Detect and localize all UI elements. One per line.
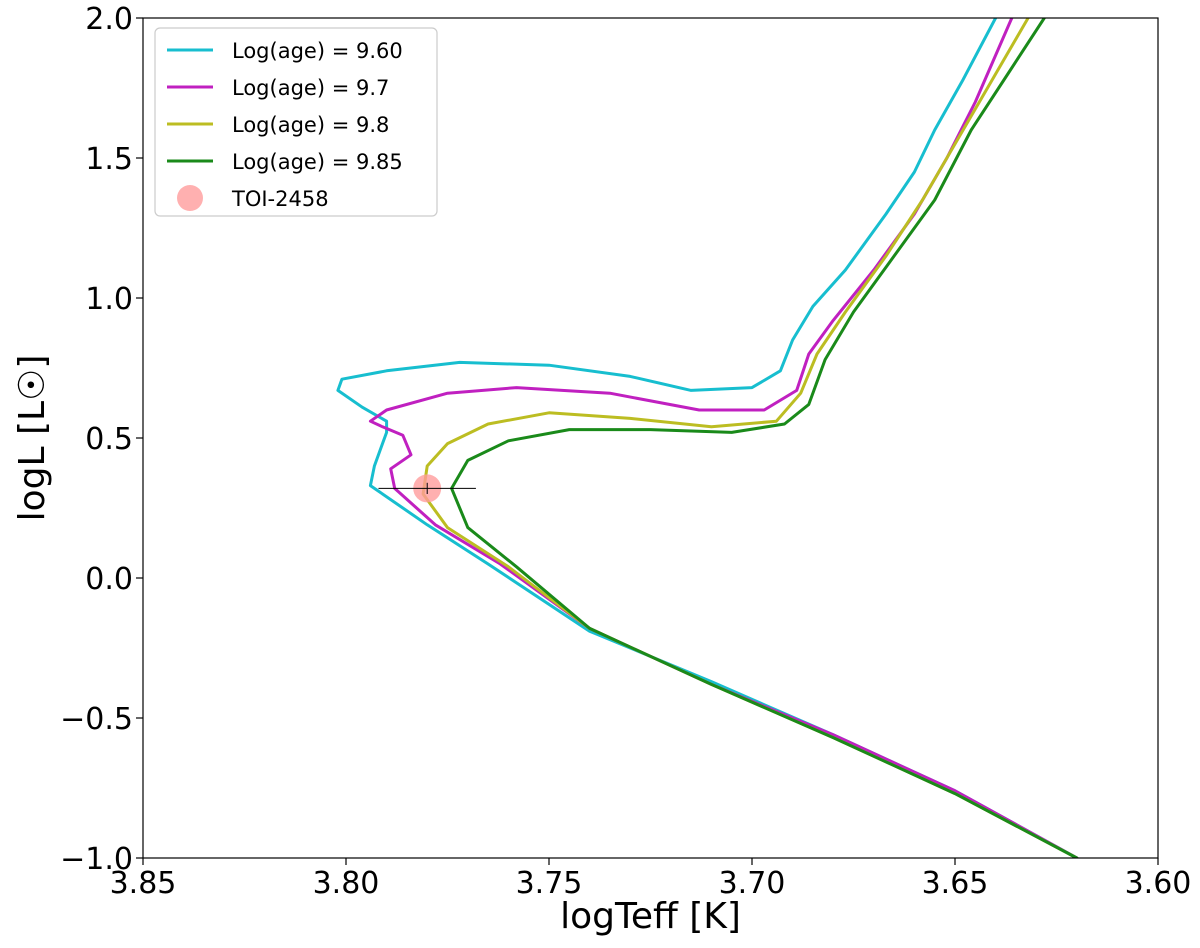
legend-swatch-toi-2458	[177, 185, 203, 211]
legend-box	[154, 27, 438, 217]
y-axis-title: logL [L☉]	[12, 355, 53, 522]
y-tick-label: 1.0	[85, 282, 133, 317]
series-line-1	[336, 18, 1079, 858]
ticks-layer: 3.85 3.80 3.75 3.70 3.65 3.60 2.0 1.5 1.0 0.5 0.0 −…	[60, 2, 1191, 901]
y-tick-label: −1.0	[60, 842, 133, 877]
legend-label-2: Log(age) = 9.7	[232, 76, 389, 100]
y-tick-label: −0.5	[60, 702, 133, 737]
x-tick-label: 3.85	[110, 866, 177, 901]
series-layer	[336, 18, 1079, 858]
x-axis-title: logTeff [K]	[560, 896, 741, 937]
legend: Log(age) = 9.60 Log(age) = 9.7 Log(age) = …	[154, 27, 438, 217]
x-tick-label: 3.65	[922, 866, 989, 901]
y-tick-label: 1.5	[85, 142, 133, 177]
y-tick-label: 0.0	[85, 562, 133, 597]
marker-layer	[378, 474, 476, 503]
x-tick-label: 3.70	[719, 866, 786, 901]
legend-label-1: Log(age) = 9.60	[232, 39, 403, 63]
series-line-2	[368, 18, 1079, 858]
x-tick-label: 3.75	[516, 866, 583, 901]
y-tick-label: 0.5	[85, 422, 133, 457]
series-line-4	[450, 18, 1079, 858]
legend-label-3: Log(age) = 9.8	[232, 113, 389, 137]
y-tick-label: 2.0	[85, 2, 133, 37]
legend-label-4: Log(age) = 9.85	[232, 150, 403, 174]
legend-label-toi-2458: TOI-2458	[231, 187, 329, 211]
x-tick-label: 3.80	[313, 866, 380, 901]
x-tick-label: 3.60	[1125, 866, 1192, 901]
